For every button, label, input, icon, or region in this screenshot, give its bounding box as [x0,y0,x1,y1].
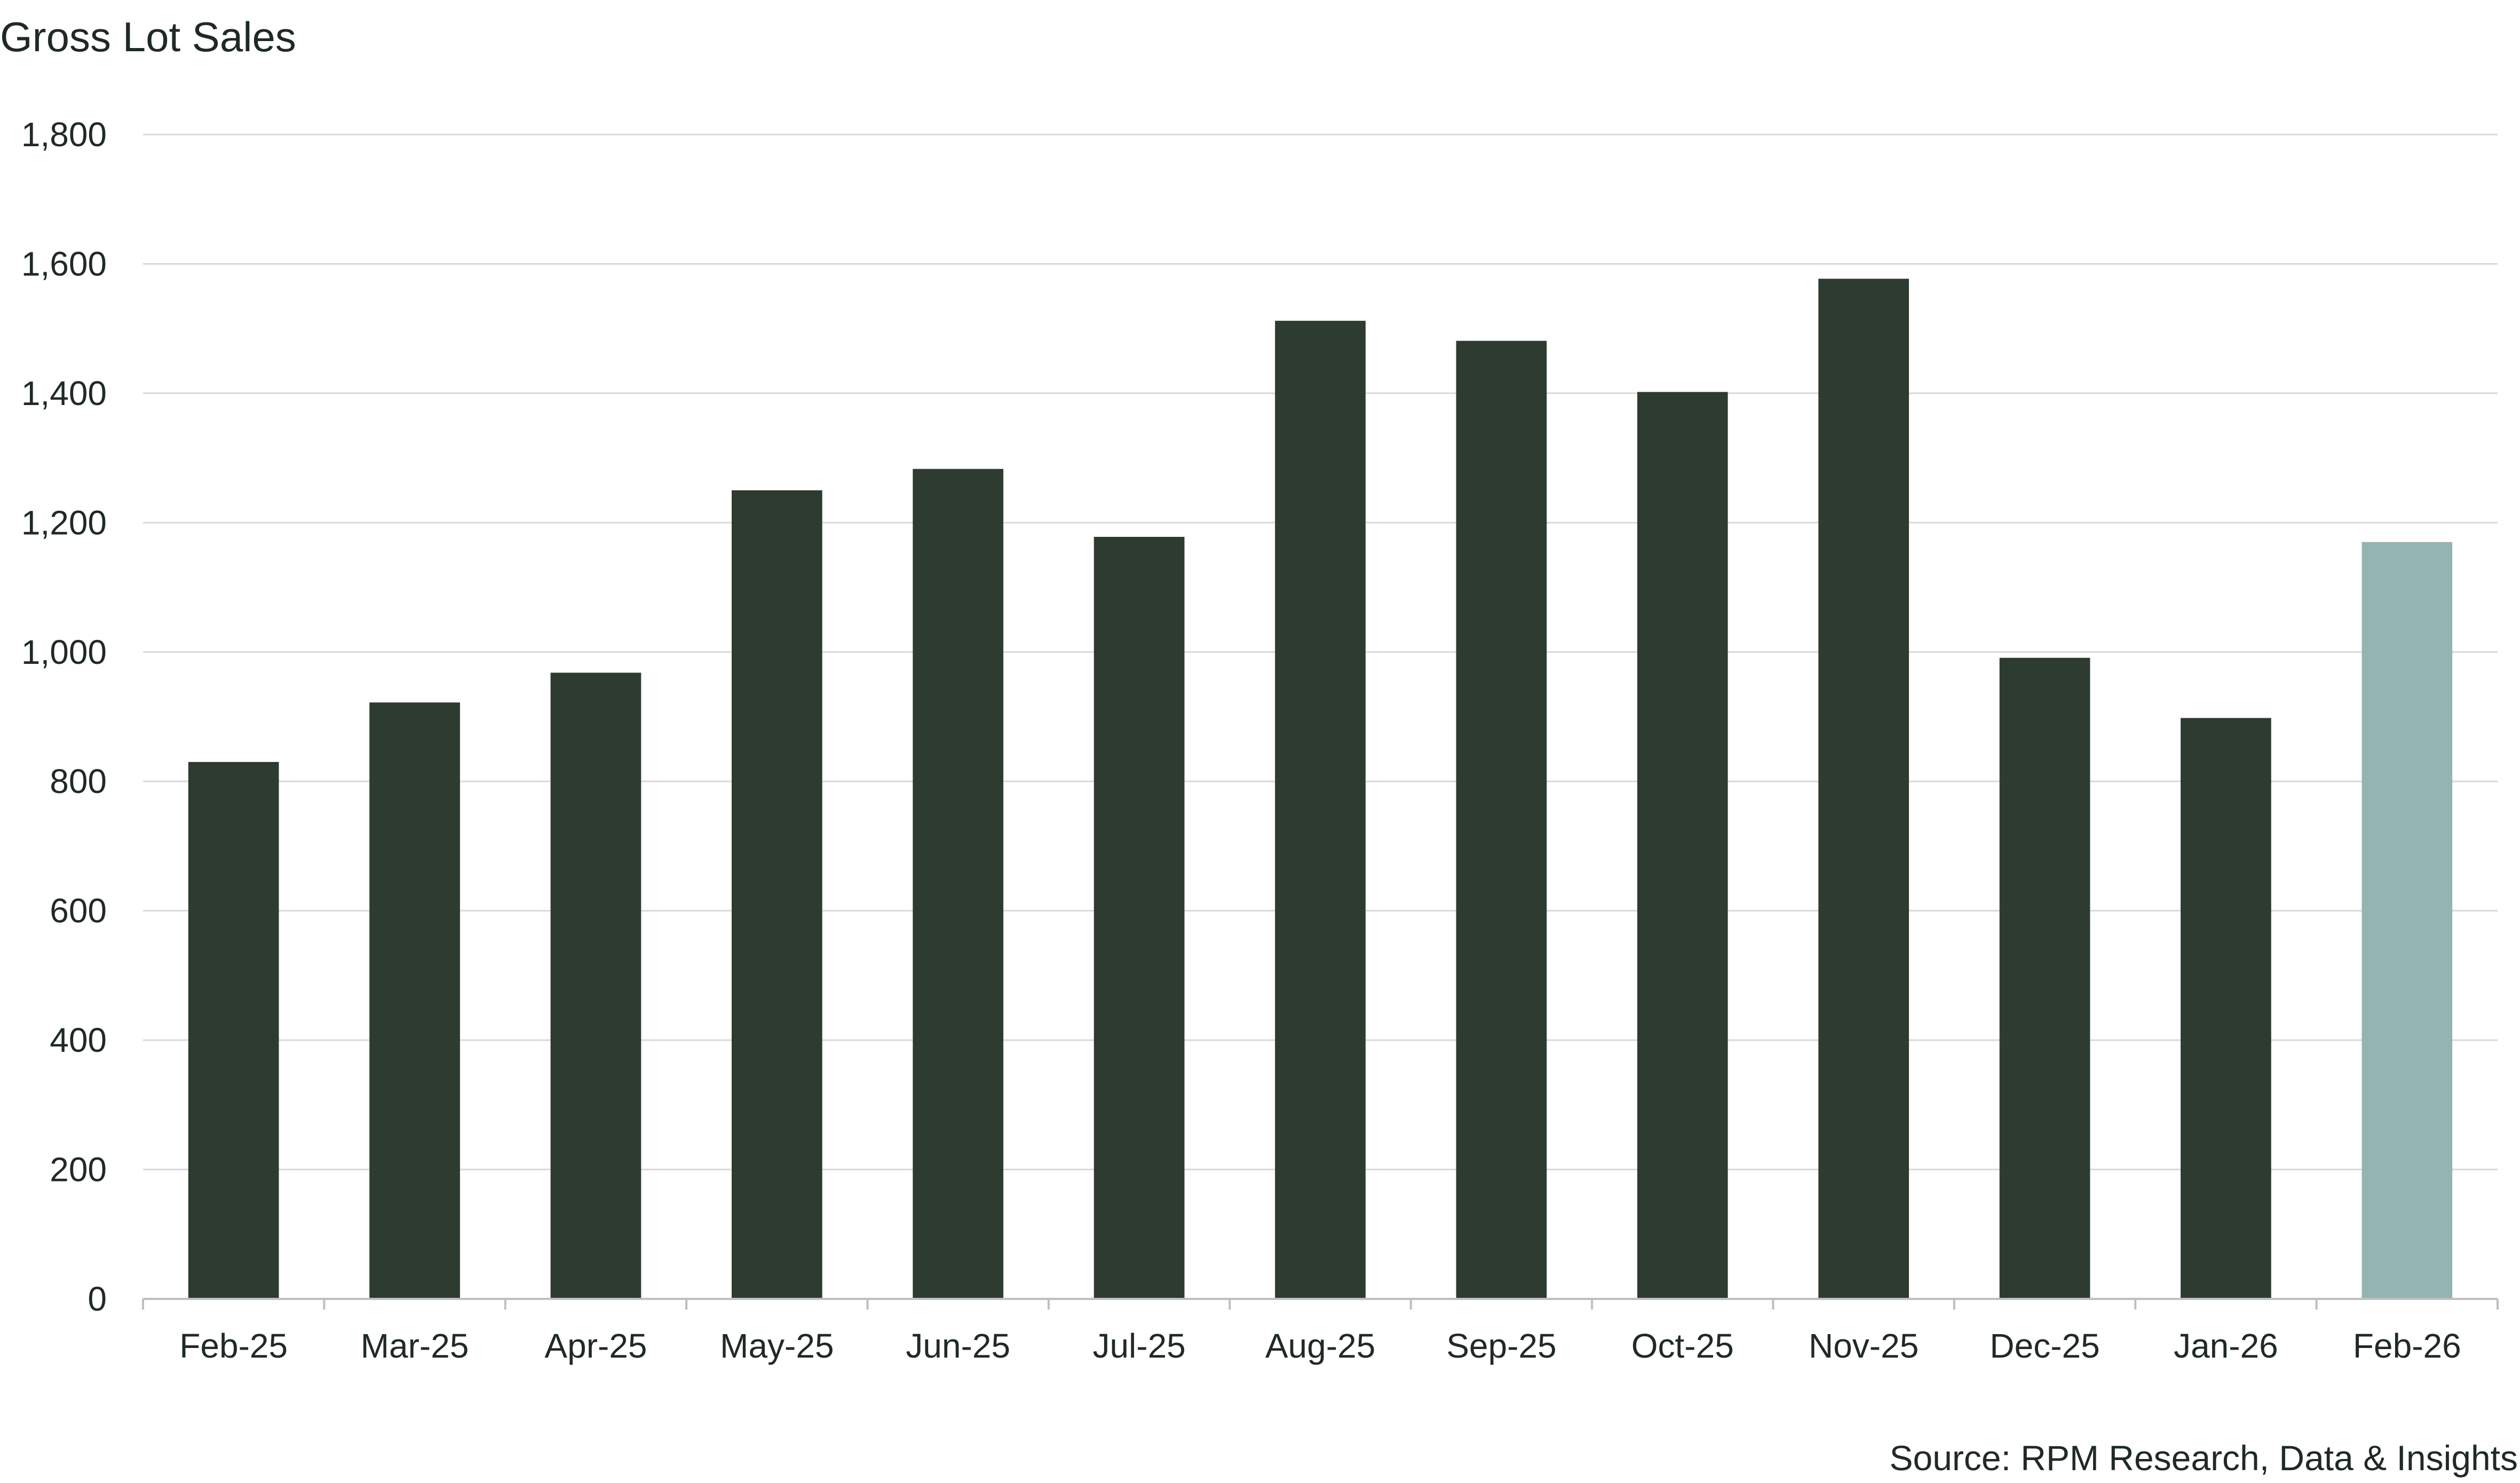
y-tick-label: 1,400 [21,374,107,413]
x-tick-label: Mar-25 [361,1327,469,1365]
y-tick-label: 400 [50,1021,107,1059]
bar-sep-25 [1456,340,1547,1299]
x-tick-label: Oct-25 [1631,1327,1734,1365]
bar-jul-25 [1093,537,1185,1299]
x-tick-label: Nov-25 [1809,1327,1919,1365]
bar-may-25 [732,490,822,1299]
y-tick-label: 600 [50,892,107,930]
x-tick-label: May-25 [720,1327,834,1365]
x-tick-label: Jan-26 [2174,1327,2278,1365]
bar-jan-26 [2181,718,2271,1299]
bar-feb-26 [2361,542,2453,1299]
source-note: Source: RPM Research, Data & Insights [1890,1438,2518,1478]
x-tick-label: Aug-25 [1265,1327,1375,1365]
x-tick-label: Apr-25 [544,1327,647,1365]
bar-jun-25 [913,469,1004,1299]
bar-feb-25 [188,762,279,1299]
bar-mar-25 [369,702,460,1299]
bar-apr-25 [550,672,641,1299]
x-tick-label: Jun-25 [906,1327,1010,1365]
x-tick-label: Jul-25 [1092,1327,1185,1365]
y-axis-ticks: 0 200 400 600 800 1,000 1,200 1,400 1,600 1,800 [21,115,107,1318]
y-tick-label: 200 [50,1151,107,1189]
y-tick-label: 800 [50,762,107,800]
bar-nov-25 [1818,279,1909,1299]
chart-title: Gross Lot Sales [0,13,296,60]
bar-oct-25 [1637,392,1728,1299]
y-tick-label: 1,000 [21,633,107,671]
y-tick-label: 1,600 [21,244,107,283]
bar-aug-25 [1275,321,1366,1299]
bar-dec-25 [1999,657,2090,1299]
y-tick-label: 1,200 [21,503,107,542]
x-tick-label: Dec-25 [1990,1327,2099,1365]
x-axis-ticks: Feb-25 Mar-25 Apr-25 May-25 Jun-25 Jul-25 Aug-… [142,1299,2499,1365]
x-tick-label: Feb-26 [2353,1327,2461,1365]
y-tick-label: 1,800 [21,115,107,154]
bars [188,279,2453,1299]
x-tick-label: Sep-25 [1446,1327,1556,1365]
y-tick-label: 0 [88,1280,107,1318]
x-tick-label: Feb-25 [179,1327,288,1365]
